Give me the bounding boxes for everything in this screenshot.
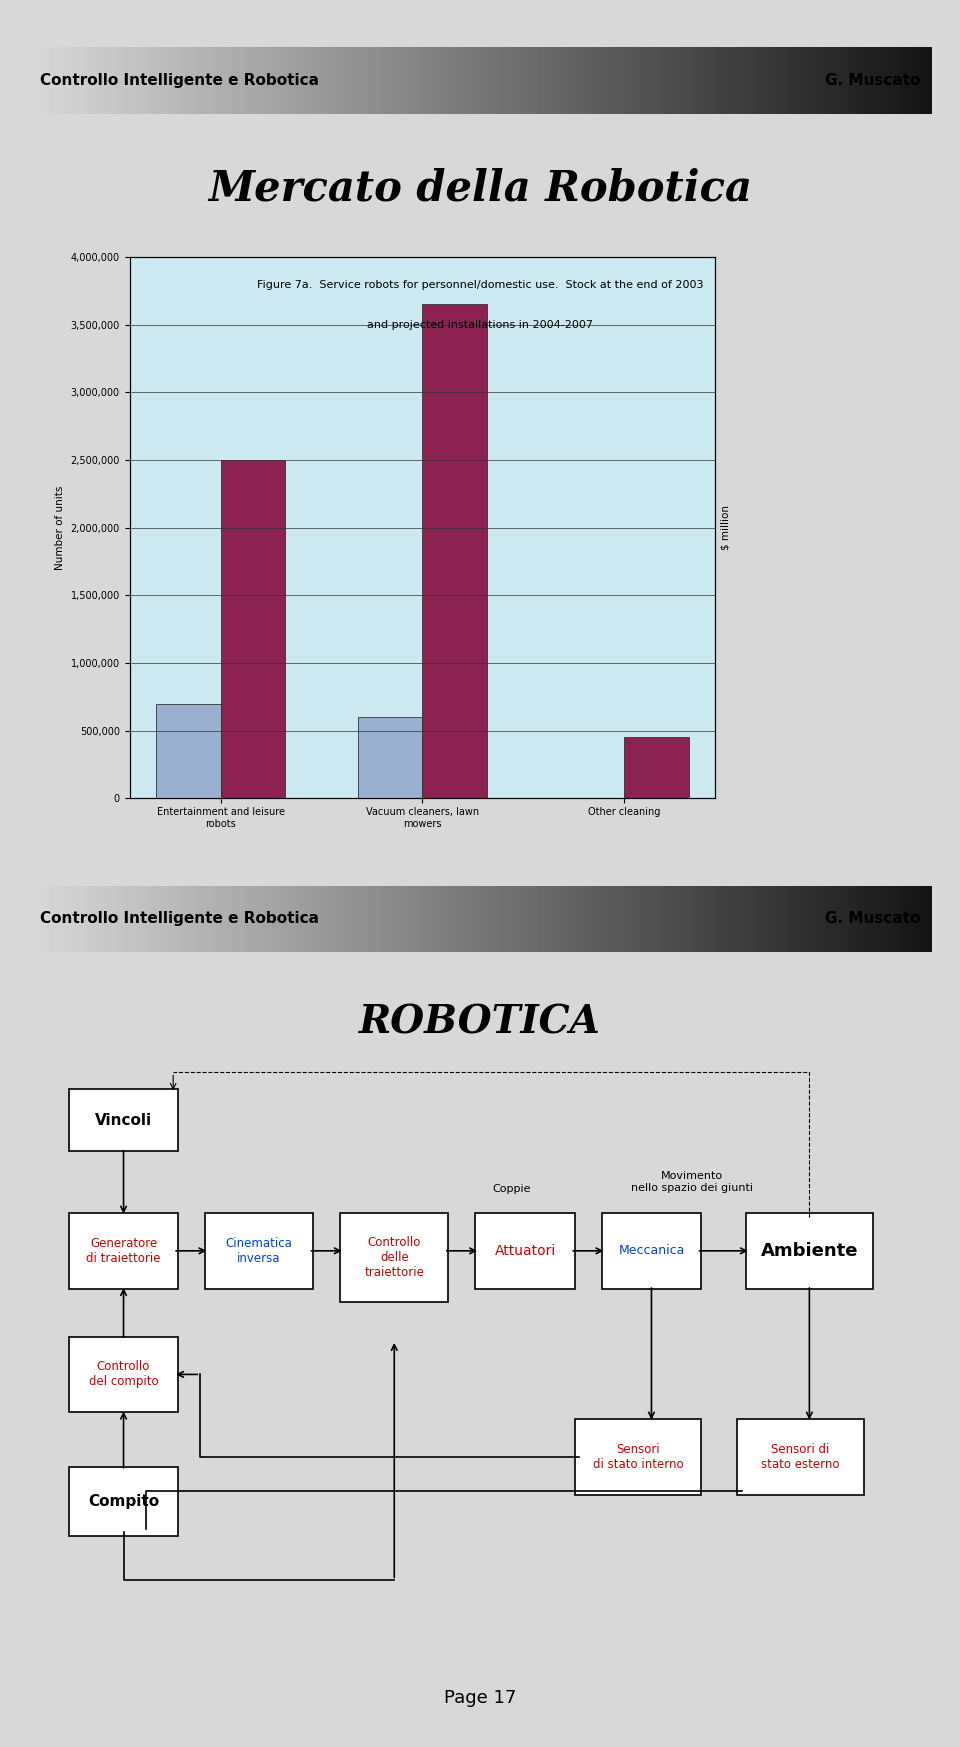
Text: Generatore
di traiettorie: Generatore di traiettorie <box>86 1237 161 1265</box>
FancyBboxPatch shape <box>204 1212 313 1289</box>
FancyBboxPatch shape <box>340 1212 448 1302</box>
Text: Compito: Compito <box>88 1494 159 1509</box>
Text: Sensori
di stato interno: Sensori di stato interno <box>592 1443 684 1471</box>
Text: Movimento
nello spazio dei giunti: Movimento nello spazio dei giunti <box>631 1172 753 1193</box>
FancyBboxPatch shape <box>602 1212 701 1289</box>
Text: Controllo
delle
traiettorie: Controllo delle traiettorie <box>365 1237 424 1279</box>
Text: and projected installations in 2004-2007: and projected installations in 2004-2007 <box>367 320 593 330</box>
FancyBboxPatch shape <box>737 1419 864 1495</box>
Bar <box>358 716 422 798</box>
Y-axis label: Number of units: Number of units <box>55 486 65 570</box>
Text: Ambiente: Ambiente <box>760 1242 858 1260</box>
FancyBboxPatch shape <box>575 1419 701 1495</box>
Text: Cinematica
inversa: Cinematica inversa <box>226 1237 293 1265</box>
Y-axis label: $ million: $ million <box>721 505 731 550</box>
FancyBboxPatch shape <box>746 1212 873 1289</box>
FancyBboxPatch shape <box>69 1212 178 1289</box>
Text: Controllo Intelligente e Robotica: Controllo Intelligente e Robotica <box>39 912 319 926</box>
FancyBboxPatch shape <box>69 1090 178 1151</box>
Bar <box>624 737 688 798</box>
FancyBboxPatch shape <box>69 1467 178 1536</box>
Bar <box>221 459 285 798</box>
FancyBboxPatch shape <box>475 1212 575 1289</box>
Text: Mercato della Robotica: Mercato della Robotica <box>208 168 752 210</box>
FancyBboxPatch shape <box>69 1336 178 1412</box>
Text: Controllo Intelligente e Robotica: Controllo Intelligente e Robotica <box>39 73 319 87</box>
Text: Figure 7a.  Service robots for personnel/domestic use.  Stock at the end of 2003: Figure 7a. Service robots for personnel/… <box>256 280 704 290</box>
Text: G. Muscato: G. Muscato <box>825 912 921 926</box>
Text: Sensori di
stato esterno: Sensori di stato esterno <box>761 1443 840 1471</box>
Text: ROBOTICA: ROBOTICA <box>359 1005 601 1041</box>
Text: Controllo
del compito: Controllo del compito <box>88 1361 158 1389</box>
Text: Page 17: Page 17 <box>444 1689 516 1707</box>
Text: Attuatori: Attuatori <box>494 1244 556 1258</box>
Bar <box>422 304 487 798</box>
Legend: Up to end 2003, New installations 2004-2007: Up to end 2003, New installations 2004-2… <box>269 926 576 945</box>
Text: Vincoli: Vincoli <box>95 1113 152 1129</box>
Bar <box>156 704 221 798</box>
Text: Coppie: Coppie <box>492 1184 531 1193</box>
Text: G. Muscato: G. Muscato <box>825 73 921 87</box>
Text: Meccanica: Meccanica <box>618 1244 684 1258</box>
